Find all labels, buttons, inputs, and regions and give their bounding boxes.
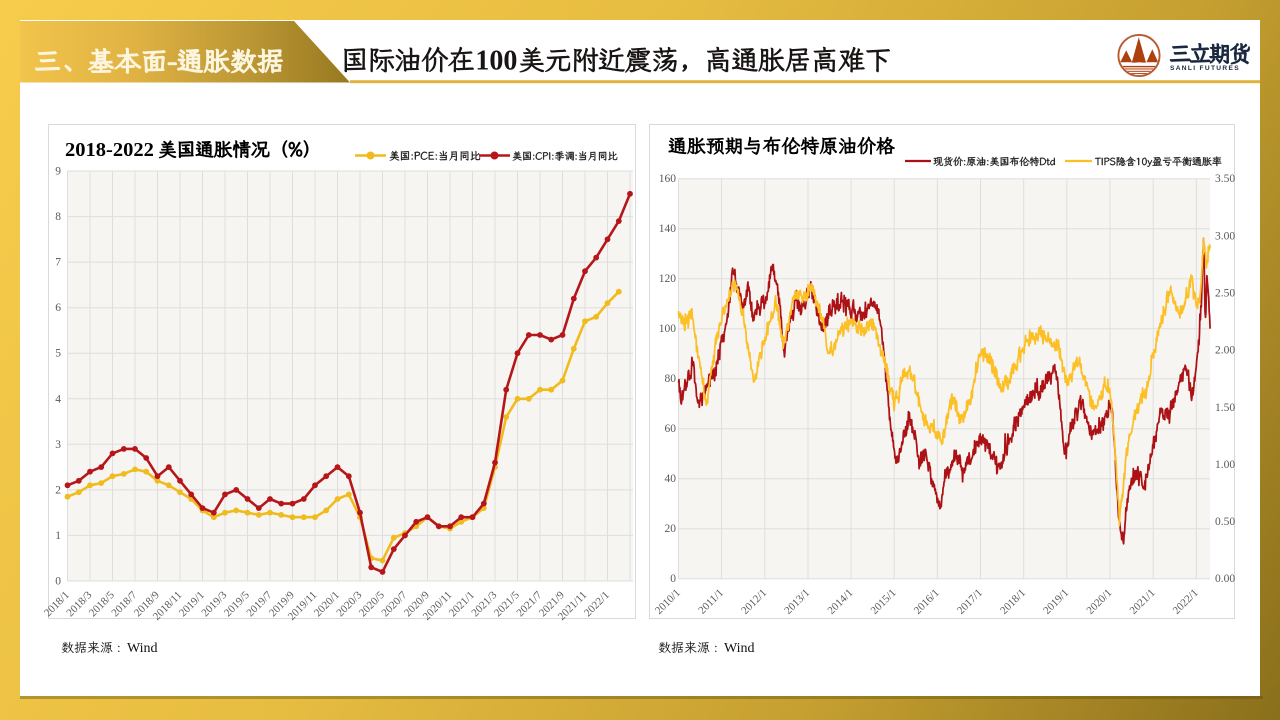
svg-text:0.00: 0.00 <box>1215 573 1235 585</box>
svg-text:1: 1 <box>55 530 61 542</box>
svg-text:80: 80 <box>665 373 677 385</box>
svg-text:2.00: 2.00 <box>1215 345 1235 357</box>
svg-text:9: 9 <box>55 166 61 178</box>
svg-text:160: 160 <box>659 173 677 185</box>
svg-text:0: 0 <box>670 573 676 585</box>
svg-text:20: 20 <box>665 523 677 535</box>
svg-text:4: 4 <box>55 393 61 405</box>
svg-text:3: 3 <box>55 439 61 451</box>
svg-text:SANLI FUTURES: SANLI FUTURES <box>1170 65 1240 72</box>
svg-text:2018-2022: 2018-2022 <box>65 139 154 161</box>
svg-text:Wind: Wind <box>724 641 755 656</box>
svg-text:0: 0 <box>55 576 61 588</box>
svg-text:7: 7 <box>55 257 61 269</box>
svg-text:1.50: 1.50 <box>1215 402 1235 414</box>
svg-text:60: 60 <box>665 423 677 435</box>
svg-text:100: 100 <box>659 323 677 335</box>
svg-text:Wind: Wind <box>127 641 158 656</box>
svg-text:0.50: 0.50 <box>1215 516 1235 528</box>
svg-text:140: 140 <box>659 223 677 235</box>
svg-text:40: 40 <box>665 473 677 485</box>
svg-text:3.50: 3.50 <box>1215 173 1235 185</box>
svg-text:2.50: 2.50 <box>1215 288 1235 300</box>
svg-text:1.00: 1.00 <box>1215 459 1235 471</box>
svg-text:100: 100 <box>475 46 517 77</box>
svg-text:5: 5 <box>55 348 61 360</box>
svg-text:8: 8 <box>55 211 61 223</box>
svg-text:6: 6 <box>55 302 61 314</box>
svg-text:2: 2 <box>55 484 61 496</box>
svg-text:3.00: 3.00 <box>1215 230 1235 242</box>
svg-text:120: 120 <box>659 273 677 285</box>
